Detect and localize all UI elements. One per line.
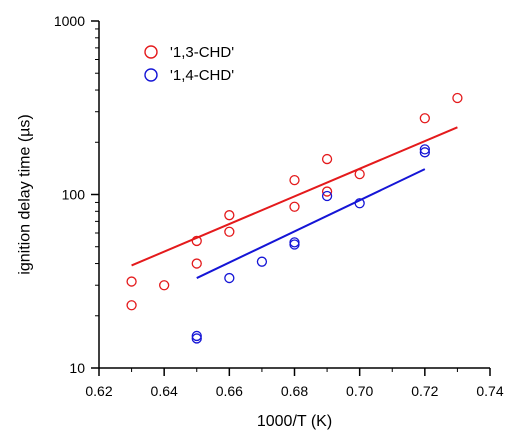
data-point-series-1 xyxy=(289,174,300,186)
y-ticks: 10 100 1000 xyxy=(54,13,99,376)
x-tick-label: 0.70 xyxy=(346,383,373,399)
data-point-series-1 xyxy=(321,186,333,197)
data-point-series-1 xyxy=(289,201,300,212)
y-tick-label: 100 xyxy=(62,187,86,203)
data-point-series-2 xyxy=(419,144,430,155)
x-tick-label: 0.68 xyxy=(281,383,308,399)
fit-line-series-2 xyxy=(196,168,426,279)
data-point-series-1 xyxy=(224,226,235,237)
x-tick-label: 0.64 xyxy=(151,383,178,399)
x-tick-label: 0.62 xyxy=(85,383,112,399)
data-points xyxy=(126,92,463,344)
legend-marker xyxy=(144,68,158,82)
data-point-series-2 xyxy=(224,272,235,284)
y-axis-label: ignition delay time (µs) xyxy=(17,114,34,274)
data-point-series-1 xyxy=(159,280,170,291)
data-point-series-2 xyxy=(256,256,268,267)
x-tick-label: 0.72 xyxy=(411,383,438,399)
data-point-series-2 xyxy=(321,190,333,202)
legend-marker xyxy=(144,45,158,59)
data-point-series-2 xyxy=(289,239,300,250)
x-tick-label: 0.74 xyxy=(476,383,503,399)
y-tick-label: 1000 xyxy=(54,13,85,29)
data-point-series-2 xyxy=(419,147,430,158)
legend-label: '1,3-CHD' xyxy=(170,44,234,61)
data-point-series-1 xyxy=(191,235,202,247)
axes: 10 100 1000 0.62 0.64 0.66 0.68 0.70 0.72 0.74 xyxy=(54,13,504,399)
y-tick-label: 10 xyxy=(69,360,85,376)
legend: '1,3-CHD' '1,4-CHD' xyxy=(144,44,234,84)
data-point-series-1 xyxy=(452,92,463,104)
x-ticks: 0.62 0.64 0.66 0.68 0.70 0.72 0.74 xyxy=(85,368,504,399)
data-point-series-1 xyxy=(224,210,235,221)
data-point-series-1 xyxy=(354,169,365,180)
fit-line-series-1 xyxy=(131,126,458,267)
data-point-series-1 xyxy=(191,258,202,269)
data-point-series-2 xyxy=(289,237,300,248)
data-point-series-2 xyxy=(354,198,365,209)
data-point-series-1 xyxy=(126,300,137,311)
legend-label: '1,4-CHD' xyxy=(170,67,234,84)
data-point-series-1 xyxy=(126,276,137,287)
x-axis-label: 1000/T (K) xyxy=(257,413,332,430)
fit-lines xyxy=(131,126,458,279)
data-point-series-1 xyxy=(321,153,333,165)
data-point-series-1 xyxy=(419,113,430,124)
data-point-series-2 xyxy=(191,330,202,342)
x-tick-label: 0.66 xyxy=(216,383,243,399)
